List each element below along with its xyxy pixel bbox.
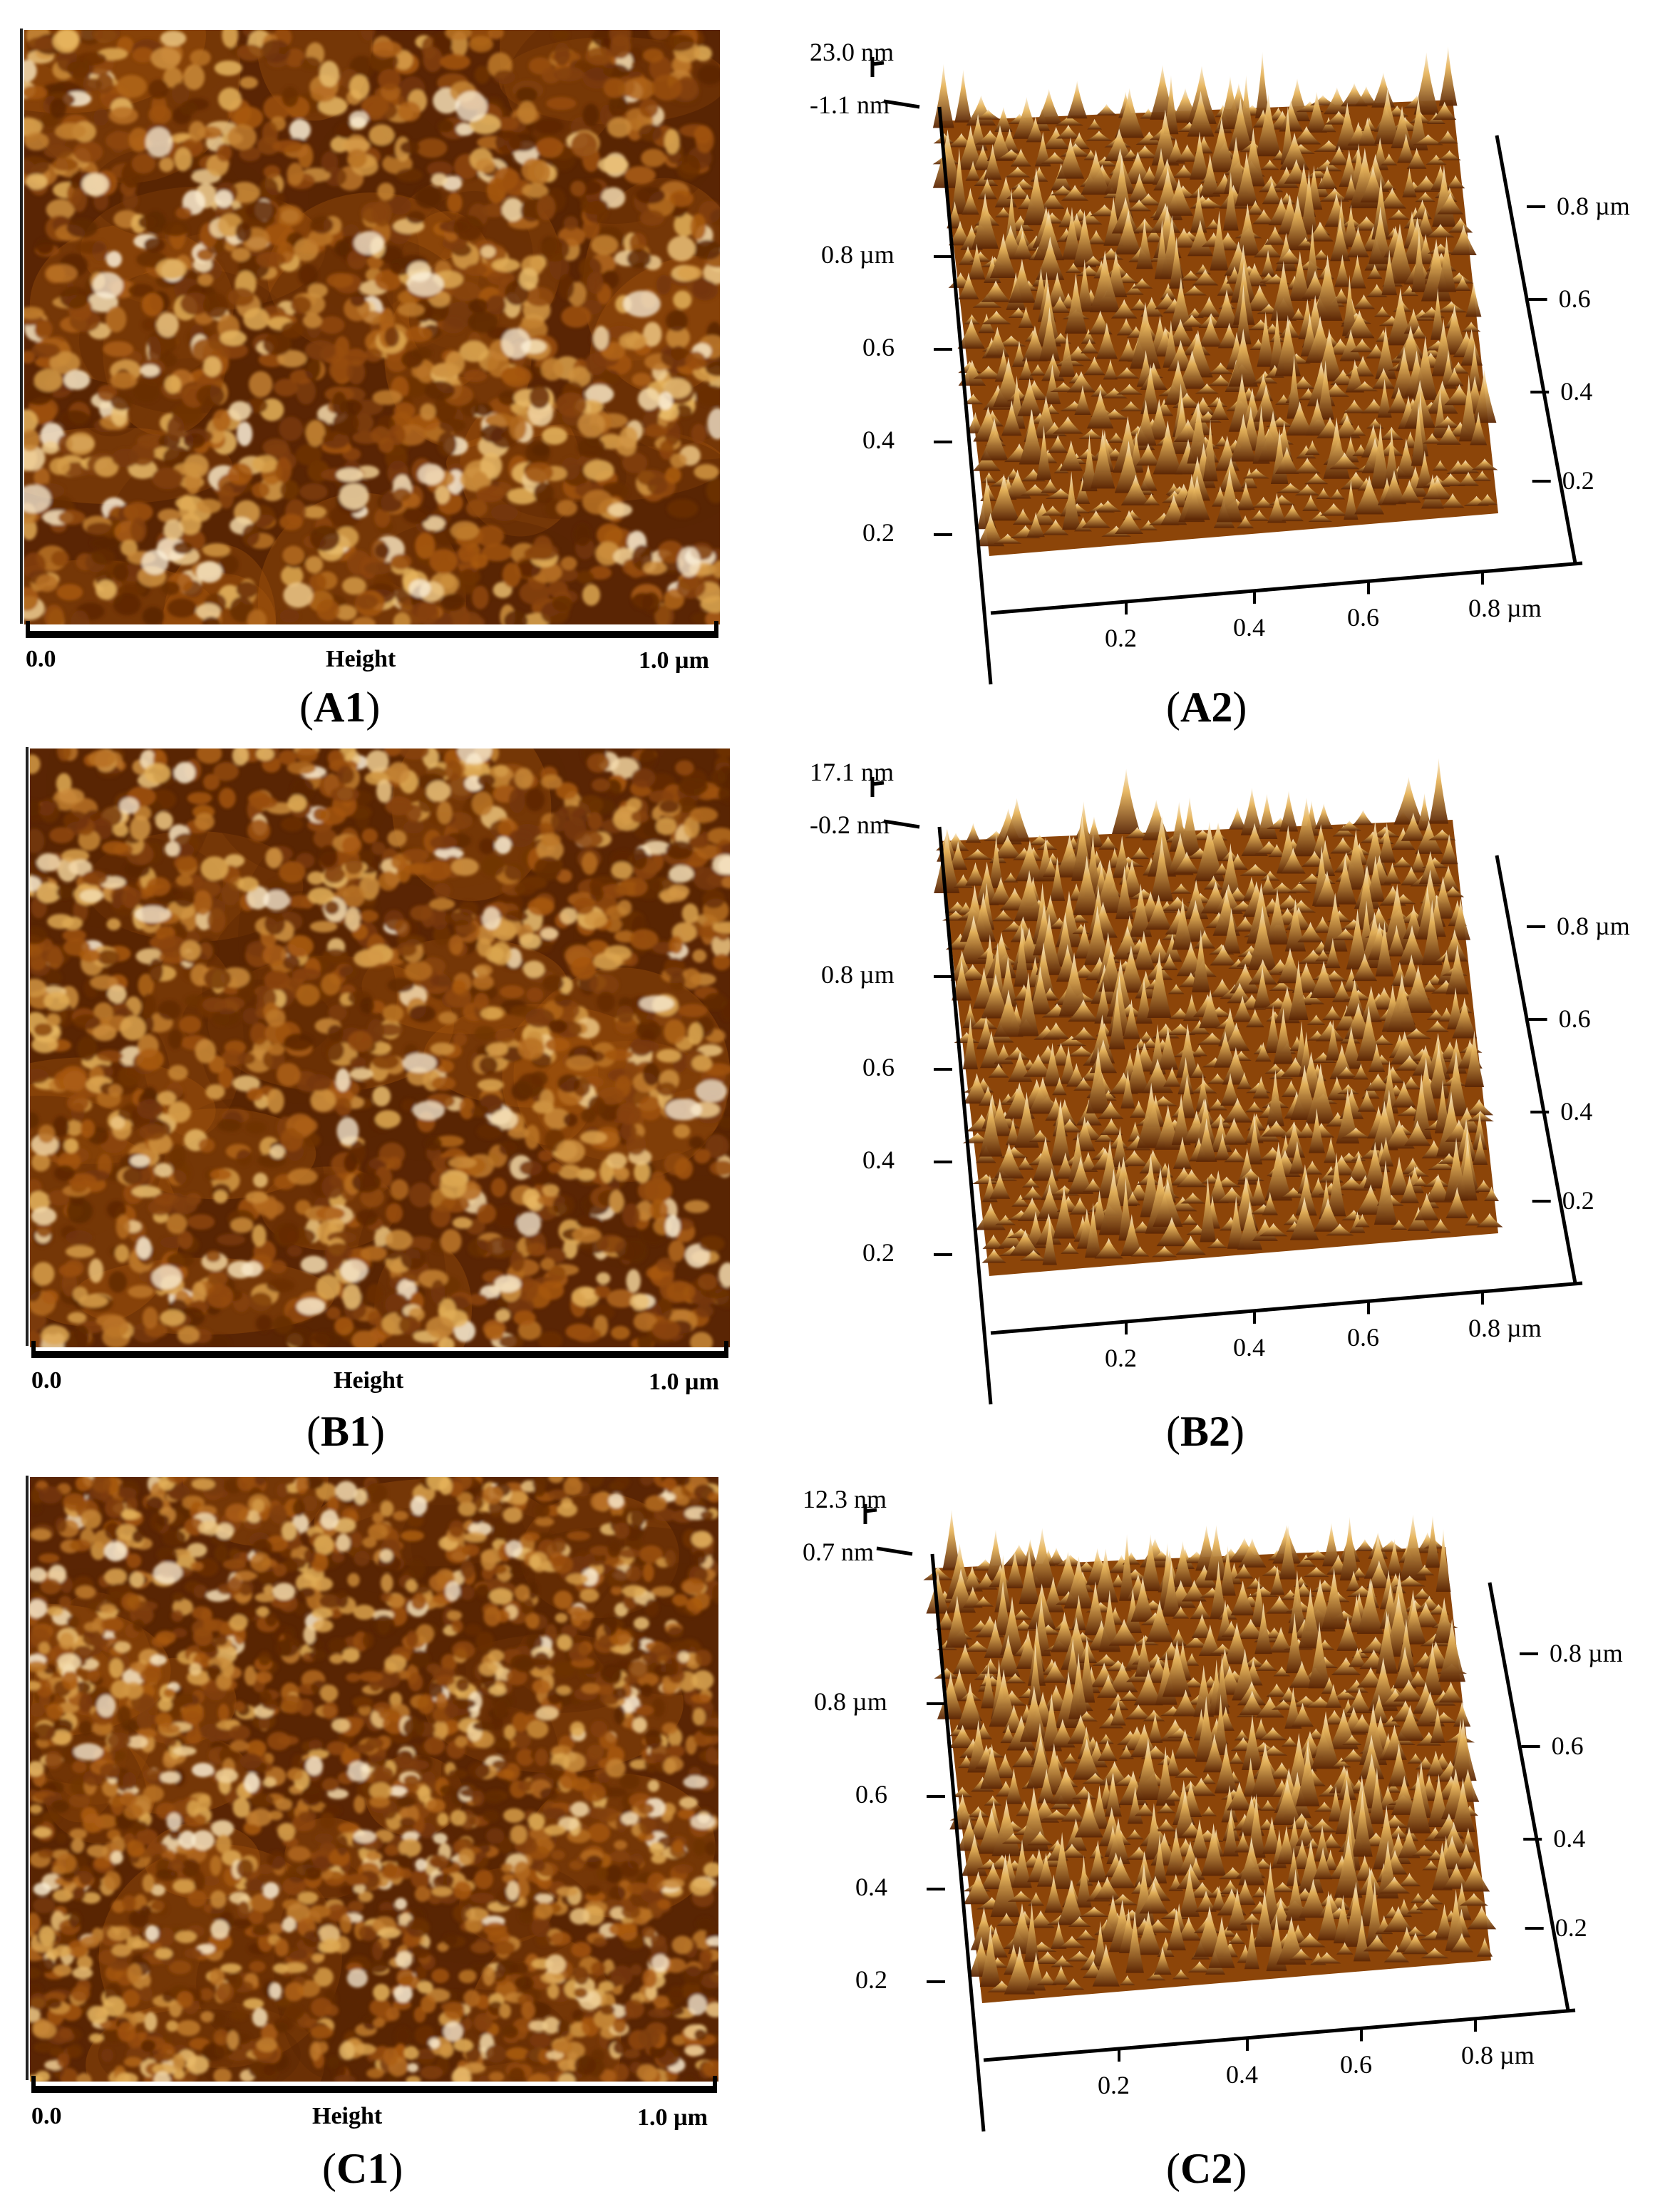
x-axis-tick-label: 0.8 µm <box>1468 1314 1542 1343</box>
z-axis-max-label: 23.0 nm <box>810 38 895 66</box>
right-axis-tick-label: 0.2 <box>1555 1913 1587 1942</box>
y-axis-tick-label: 0.2 <box>855 1965 887 1994</box>
scale-bar-end: 1.0 µm <box>649 1369 719 1395</box>
x-axis-tick-label: 0.2 <box>1098 2071 1130 2100</box>
right-axis-tick-label: 0.4 <box>1560 1097 1593 1126</box>
y-axis-tick-label: 0.4 <box>855 1873 887 1901</box>
x-axis-tick-label: 0.2 <box>1105 1344 1137 1373</box>
right-axis-tick-label: 0.4 <box>1553 1824 1586 1853</box>
y-axis-tick-label: 0.4 <box>862 1146 895 1174</box>
afm-height-map-b1 <box>30 749 730 1347</box>
y-axis-tick-label: 0.4 <box>862 426 895 454</box>
right-axis-tick-label: 0.8 µm <box>1557 192 1630 220</box>
right-axis-tick-label: 0.2 <box>1562 466 1594 495</box>
x-axis-tick-label: 0.6 <box>1347 1323 1379 1352</box>
scale-bar-end: 1.0 µm <box>639 647 709 674</box>
x-axis-tick-label: 0.8 µm <box>1461 2041 1535 2070</box>
scale-bar <box>31 1341 728 1358</box>
image-left-border <box>26 1476 29 2080</box>
right-axis-tick-label: 0.2 <box>1562 1186 1594 1215</box>
z-axis-max-label: 17.1 nm <box>810 758 895 786</box>
afm-3d-surface-b2: 17.1 nm -0.2 nm 0.8 µm 0.6 0.4 0.2 0.8 µm 0.6 0.… <box>784 741 1639 1405</box>
image-left-border <box>20 29 23 624</box>
image-left-border <box>26 747 29 1346</box>
scale-bar-title: Height <box>312 2103 383 2129</box>
scale-bar <box>31 2076 717 2093</box>
right-axis-tick-label: 0.8 µm <box>1557 912 1630 940</box>
z-axis-max-label: 12.3 nm <box>803 1485 887 1513</box>
y-axis-tick-label: 0.8 µm <box>814 1687 887 1716</box>
x-axis-tick-label: 0.8 µm <box>1468 594 1542 623</box>
scale-bar-title: Height <box>334 1367 404 1394</box>
y-axis-tick-label: 0.2 <box>862 518 895 547</box>
right-axis-tick-label: 0.6 <box>1558 1004 1591 1033</box>
x-axis-tick-label: 0.6 <box>1340 2050 1372 2079</box>
right-axis-tick-label: 0.6 <box>1551 1732 1584 1760</box>
scale-bar-start: 0.0 <box>26 646 56 672</box>
panel-label-a2: (A2) <box>1166 684 1247 731</box>
z-axis-min-label: -1.1 nm <box>810 91 890 119</box>
panel-label-b1: (B1) <box>306 1408 385 1455</box>
x-axis-tick-label: 0.6 <box>1347 603 1379 632</box>
y-axis-tick-label: 0.8 µm <box>821 960 895 989</box>
scale-bar-start: 0.0 <box>31 2103 62 2129</box>
scale-bar <box>26 621 718 638</box>
panel-label-c2: (C2) <box>1166 2145 1247 2192</box>
z-axis-min-label: -0.2 nm <box>810 811 890 839</box>
scale-bar-title: Height <box>326 646 396 672</box>
right-axis-tick-label: 0.8 µm <box>1550 1639 1623 1667</box>
x-axis-tick-label: 0.4 <box>1233 612 1265 642</box>
panel-label-c1: (C1) <box>322 2145 403 2192</box>
z-axis-min-label: 0.7 nm <box>803 1538 875 1566</box>
afm-3d-surface-c2: 12.3 nm 0.7 nm 0.8 µm 0.6 0.4 0.2 0.8 µm 0.6 0.4… <box>777 1468 1646 2132</box>
y-axis-tick-label: 0.6 <box>862 333 895 361</box>
y-axis-tick-label: 0.2 <box>862 1238 895 1267</box>
y-axis-tick-label: 0.6 <box>855 1780 887 1809</box>
x-axis-tick-label: 0.4 <box>1226 2059 1258 2089</box>
right-axis-tick-label: 0.4 <box>1560 377 1593 406</box>
afm-height-map-c1 <box>30 1477 718 2082</box>
scale-bar-start: 0.0 <box>31 1367 62 1394</box>
afm-height-map-a1 <box>24 30 720 624</box>
x-axis-tick-label: 0.4 <box>1233 1332 1265 1362</box>
right-axis-tick-label: 0.6 <box>1558 284 1591 313</box>
panel-label-a1: (A1) <box>299 684 381 731</box>
y-axis-tick-label: 0.8 µm <box>821 240 895 269</box>
x-axis-tick-label: 0.2 <box>1105 624 1137 653</box>
afm-3d-surface-a2: 23.0 nm -1.1 nm 0.8 µm 0.6 0.4 0.2 0.8 µm 0.6 0.… <box>784 21 1639 685</box>
scale-bar-end: 1.0 µm <box>637 2104 708 2131</box>
panel-label-b2: (B2) <box>1166 1408 1244 1455</box>
y-axis-tick-label: 0.6 <box>862 1053 895 1081</box>
